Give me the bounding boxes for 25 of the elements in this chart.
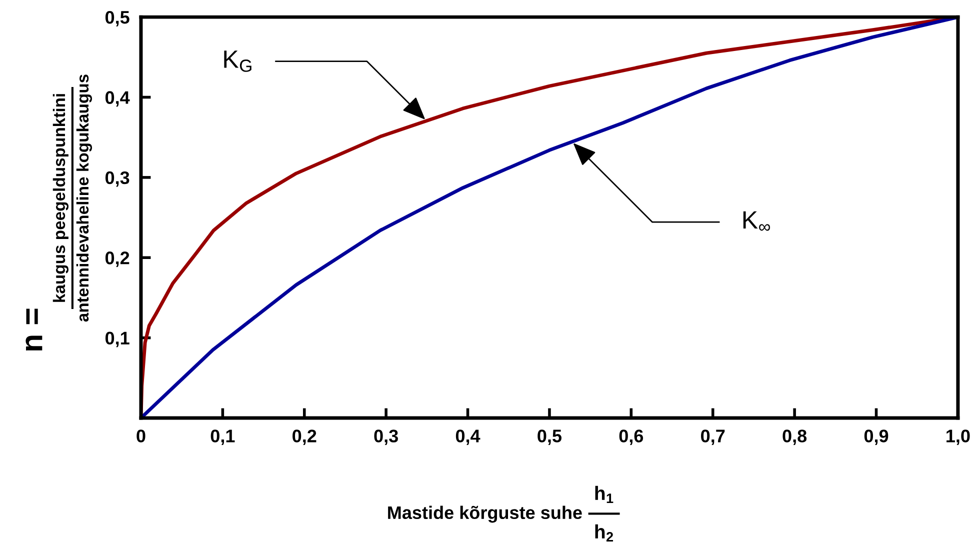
x-tick-label: 0 <box>136 430 146 442</box>
y-tick-label: 0,4 <box>105 91 130 107</box>
x-tick-label: 0,7 <box>701 430 725 445</box>
y-tick-label: 0,5 <box>105 10 130 26</box>
x-tick-label: 0,9 <box>864 430 888 445</box>
text: antennidevaheline kogukaugus <box>76 74 92 322</box>
y-axis-title: n = <box>26 308 42 350</box>
x-tick-label: 1,0 <box>946 430 970 445</box>
y-tick-label: 0,1 <box>105 332 130 348</box>
text: kaugus peegelduspunktini <box>52 94 69 302</box>
line-series <box>140 17 958 418</box>
annotation: K$_{G}$ <box>224 50 252 72</box>
x-tick-label: 0,6 <box>619 430 644 445</box>
x-tick-label: 0,1 <box>210 430 235 445</box>
y-tick-label: 0,2 <box>105 252 130 267</box>
text: h$_{1}$ <box>595 486 614 504</box>
y-tick-label: 0,3 <box>105 171 130 187</box>
text: h$_{2}$ <box>595 524 614 542</box>
annotation: K$_{∞}$ <box>743 211 770 231</box>
x-tick-label: 0,2 <box>292 430 316 445</box>
x-tick-label: 0,3 <box>374 430 398 445</box>
x-axis-title: Mastide kõrguste suhe <box>388 506 582 523</box>
x-tick-label: 0,4 <box>456 430 480 445</box>
x-tick-label: 0,5 <box>538 430 562 445</box>
x-tick-label: 0,8 <box>782 430 807 445</box>
